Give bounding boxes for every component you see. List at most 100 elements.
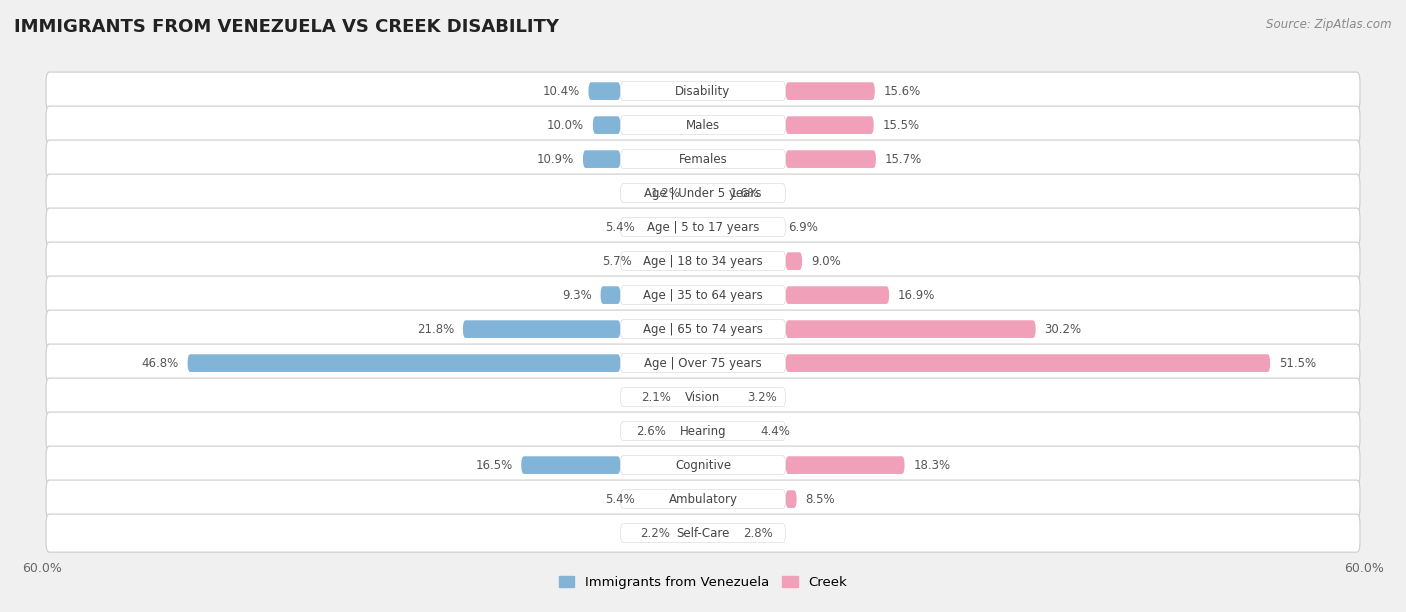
Text: 16.5%: 16.5%	[475, 458, 512, 472]
FancyBboxPatch shape	[703, 184, 721, 202]
FancyBboxPatch shape	[786, 252, 801, 270]
FancyBboxPatch shape	[46, 174, 1360, 212]
Text: Females: Females	[679, 152, 727, 166]
Text: Cognitive: Cognitive	[675, 458, 731, 472]
FancyBboxPatch shape	[681, 388, 703, 406]
Text: Self-Care: Self-Care	[676, 526, 730, 540]
Legend: Immigrants from Venezuela, Creek: Immigrants from Venezuela, Creek	[553, 571, 853, 594]
FancyBboxPatch shape	[620, 387, 786, 406]
Text: 2.6%: 2.6%	[636, 425, 665, 438]
FancyBboxPatch shape	[620, 422, 786, 441]
FancyBboxPatch shape	[786, 457, 904, 474]
FancyBboxPatch shape	[187, 354, 620, 372]
FancyBboxPatch shape	[522, 457, 620, 474]
Text: 15.6%: 15.6%	[883, 84, 921, 98]
FancyBboxPatch shape	[46, 480, 1360, 518]
FancyBboxPatch shape	[786, 151, 876, 168]
Text: 2.8%: 2.8%	[742, 526, 772, 540]
FancyBboxPatch shape	[703, 422, 751, 440]
FancyBboxPatch shape	[46, 412, 1360, 450]
Text: Males: Males	[686, 119, 720, 132]
Text: Age | 18 to 34 years: Age | 18 to 34 years	[643, 255, 763, 267]
Text: 18.3%: 18.3%	[914, 458, 950, 472]
Text: 9.3%: 9.3%	[562, 289, 592, 302]
FancyBboxPatch shape	[786, 286, 889, 304]
FancyBboxPatch shape	[620, 149, 786, 169]
Text: 2.1%: 2.1%	[641, 390, 671, 404]
Text: Age | 65 to 74 years: Age | 65 to 74 years	[643, 323, 763, 335]
Text: Age | Under 5 years: Age | Under 5 years	[644, 187, 762, 200]
Text: 15.7%: 15.7%	[884, 152, 922, 166]
Text: 1.2%: 1.2%	[651, 187, 681, 200]
Text: Ambulatory: Ambulatory	[668, 493, 738, 506]
FancyBboxPatch shape	[620, 490, 786, 509]
FancyBboxPatch shape	[620, 252, 786, 271]
FancyBboxPatch shape	[703, 218, 779, 236]
FancyBboxPatch shape	[690, 184, 703, 202]
FancyBboxPatch shape	[620, 354, 786, 373]
FancyBboxPatch shape	[620, 184, 786, 203]
Text: 10.0%: 10.0%	[547, 119, 583, 132]
Text: 5.4%: 5.4%	[605, 493, 634, 506]
FancyBboxPatch shape	[620, 455, 786, 475]
FancyBboxPatch shape	[703, 524, 734, 542]
Text: 46.8%: 46.8%	[142, 357, 179, 370]
FancyBboxPatch shape	[620, 319, 786, 338]
Text: 15.5%: 15.5%	[883, 119, 920, 132]
Text: 10.9%: 10.9%	[537, 152, 574, 166]
FancyBboxPatch shape	[600, 286, 620, 304]
Text: 51.5%: 51.5%	[1279, 357, 1316, 370]
FancyBboxPatch shape	[46, 310, 1360, 348]
Text: 16.9%: 16.9%	[898, 289, 935, 302]
FancyBboxPatch shape	[786, 490, 797, 508]
FancyBboxPatch shape	[46, 106, 1360, 144]
Text: 21.8%: 21.8%	[416, 323, 454, 335]
FancyBboxPatch shape	[46, 276, 1360, 314]
FancyBboxPatch shape	[786, 82, 875, 100]
FancyBboxPatch shape	[620, 218, 786, 237]
FancyBboxPatch shape	[46, 514, 1360, 552]
FancyBboxPatch shape	[703, 388, 738, 406]
Text: Age | 35 to 64 years: Age | 35 to 64 years	[643, 289, 763, 302]
FancyBboxPatch shape	[583, 151, 620, 168]
Text: 2.2%: 2.2%	[640, 526, 669, 540]
Text: 6.9%: 6.9%	[787, 220, 818, 234]
Text: 3.2%: 3.2%	[747, 390, 776, 404]
FancyBboxPatch shape	[644, 490, 703, 508]
Text: Hearing: Hearing	[679, 425, 727, 438]
Text: Disability: Disability	[675, 84, 731, 98]
FancyBboxPatch shape	[589, 82, 620, 100]
Text: Vision: Vision	[685, 390, 721, 404]
FancyBboxPatch shape	[593, 116, 620, 134]
FancyBboxPatch shape	[46, 344, 1360, 382]
Text: 10.4%: 10.4%	[543, 84, 579, 98]
FancyBboxPatch shape	[46, 72, 1360, 110]
FancyBboxPatch shape	[644, 218, 703, 236]
FancyBboxPatch shape	[620, 116, 786, 135]
FancyBboxPatch shape	[620, 524, 786, 543]
FancyBboxPatch shape	[620, 81, 786, 100]
FancyBboxPatch shape	[46, 208, 1360, 246]
Text: 30.2%: 30.2%	[1045, 323, 1081, 335]
Text: 9.0%: 9.0%	[811, 255, 841, 267]
FancyBboxPatch shape	[463, 320, 620, 338]
Text: 5.4%: 5.4%	[605, 220, 634, 234]
Text: 1.6%: 1.6%	[730, 187, 759, 200]
FancyBboxPatch shape	[679, 524, 703, 542]
FancyBboxPatch shape	[786, 354, 1270, 372]
FancyBboxPatch shape	[675, 422, 703, 440]
FancyBboxPatch shape	[46, 242, 1360, 280]
Text: Source: ZipAtlas.com: Source: ZipAtlas.com	[1267, 18, 1392, 31]
FancyBboxPatch shape	[640, 252, 703, 270]
Text: 8.5%: 8.5%	[806, 493, 835, 506]
FancyBboxPatch shape	[46, 140, 1360, 178]
Text: Age | 5 to 17 years: Age | 5 to 17 years	[647, 220, 759, 234]
FancyBboxPatch shape	[46, 378, 1360, 416]
FancyBboxPatch shape	[46, 446, 1360, 484]
Text: Age | Over 75 years: Age | Over 75 years	[644, 357, 762, 370]
Text: IMMIGRANTS FROM VENEZUELA VS CREEK DISABILITY: IMMIGRANTS FROM VENEZUELA VS CREEK DISAB…	[14, 18, 560, 36]
FancyBboxPatch shape	[620, 286, 786, 305]
FancyBboxPatch shape	[786, 116, 873, 134]
Text: 4.4%: 4.4%	[761, 425, 790, 438]
Text: 5.7%: 5.7%	[602, 255, 631, 267]
